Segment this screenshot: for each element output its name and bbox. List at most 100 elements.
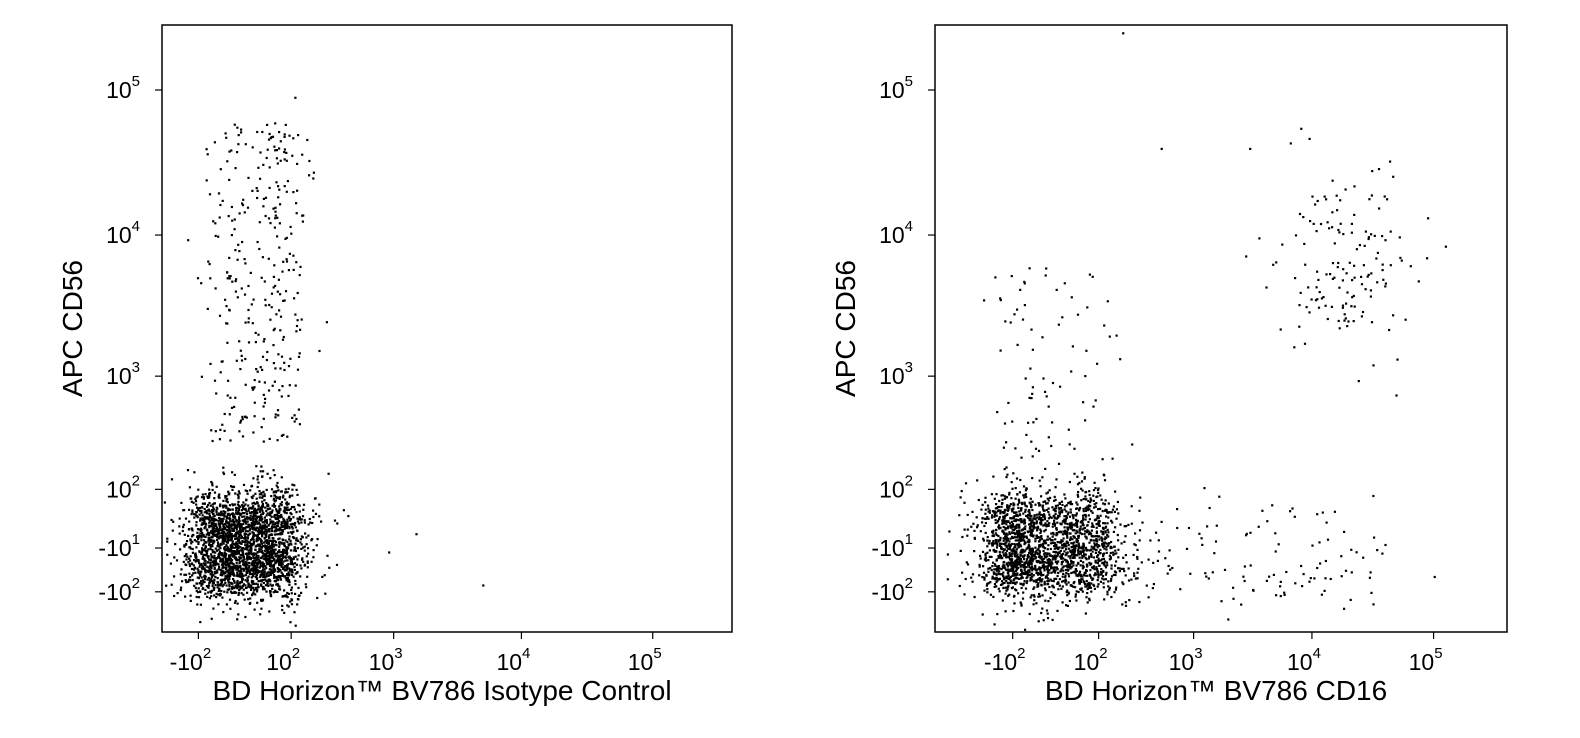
event-dot [1020, 538, 1023, 541]
event-dot [296, 547, 299, 550]
event-dot [1013, 549, 1016, 552]
event-dot [240, 536, 243, 540]
event-dot [273, 563, 276, 566]
event-dot [279, 554, 283, 557]
event-dot [269, 580, 272, 583]
event-dot [995, 503, 998, 506]
event-dot [1043, 587, 1047, 590]
event-dot [970, 525, 973, 528]
event-dot [217, 495, 220, 498]
event-dot [284, 551, 287, 554]
event-dot [1054, 569, 1057, 572]
event-dot [191, 527, 194, 531]
event-dot [1028, 568, 1031, 571]
event-dot [1110, 595, 1113, 599]
event-dot [272, 362, 275, 365]
event-dot [268, 554, 271, 557]
event-dot [252, 557, 255, 560]
event-dot [1017, 506, 1020, 509]
event-dot [1040, 571, 1043, 574]
event-dot [234, 565, 237, 568]
event-dot [1032, 553, 1035, 556]
event-dot [215, 392, 218, 395]
event-dot [1029, 559, 1032, 562]
event-dot [1030, 572, 1033, 575]
event-dot [260, 579, 263, 582]
event-dot [1036, 552, 1039, 555]
event-dot [297, 522, 301, 525]
event-dot [1094, 505, 1097, 508]
event-dot [286, 180, 289, 183]
event-dot [211, 439, 214, 443]
event-dot [238, 523, 241, 526]
event-dot [1077, 542, 1080, 545]
event-dot [1039, 545, 1042, 548]
event-dot [241, 574, 244, 577]
event-dot [256, 566, 259, 569]
event-dot [260, 506, 263, 509]
event-dot [1028, 509, 1031, 512]
event-dot [219, 371, 222, 374]
event-dot [286, 506, 289, 509]
event-dot [1024, 573, 1027, 576]
event-dot [1040, 517, 1043, 520]
event-dot [991, 577, 994, 580]
event-dot [992, 540, 995, 543]
event-dot [1019, 514, 1022, 517]
event-dot [203, 502, 206, 505]
event-dot [262, 163, 265, 166]
event-dot [199, 621, 202, 624]
event-dot [213, 524, 216, 527]
event-dot [1022, 536, 1025, 539]
event-dot [1064, 530, 1067, 533]
event-dot [216, 593, 219, 596]
event-dot [1012, 567, 1015, 570]
event-dot [301, 557, 304, 560]
event-dot [1028, 513, 1031, 516]
event-dot [1038, 592, 1041, 596]
event-dot [252, 563, 256, 566]
event-dot [287, 502, 290, 505]
event-dot [200, 509, 203, 513]
event-dot [1011, 550, 1014, 553]
event-dot [244, 508, 247, 512]
event-dot [201, 582, 204, 586]
event-dot [1007, 575, 1010, 578]
event-dot [243, 540, 246, 543]
event-dot [271, 553, 274, 556]
event-dot [215, 596, 218, 599]
event-dot [1047, 507, 1050, 510]
event-dot [318, 503, 321, 506]
event-dot [254, 492, 257, 495]
event-dot [285, 521, 288, 524]
event-dot [277, 557, 280, 560]
event-dot [265, 521, 268, 524]
event-dot [242, 198, 245, 201]
event-dot [224, 581, 227, 585]
event-dot [999, 539, 1002, 542]
event-dot [323, 574, 326, 577]
event-dot [208, 541, 211, 544]
event-dot [211, 518, 215, 521]
event-dot [1058, 578, 1061, 581]
event-dot [206, 561, 209, 564]
event-dot [258, 380, 261, 383]
event-dot [245, 571, 249, 575]
event-dot [1105, 548, 1108, 551]
event-dot [995, 550, 998, 553]
event-dot [203, 576, 206, 579]
event-dot [997, 555, 1000, 558]
event-dot [260, 276, 263, 279]
event-dot [1016, 556, 1019, 559]
event-dot [302, 508, 305, 511]
event-dot [257, 528, 261, 531]
event-dot [1063, 550, 1066, 553]
event-dot [312, 177, 315, 180]
event-dot [1088, 490, 1091, 493]
event-dot [1014, 497, 1017, 500]
event-dot [210, 558, 213, 561]
event-dot [1084, 546, 1088, 549]
event-dot [1063, 508, 1066, 511]
event-dot [1094, 487, 1097, 490]
